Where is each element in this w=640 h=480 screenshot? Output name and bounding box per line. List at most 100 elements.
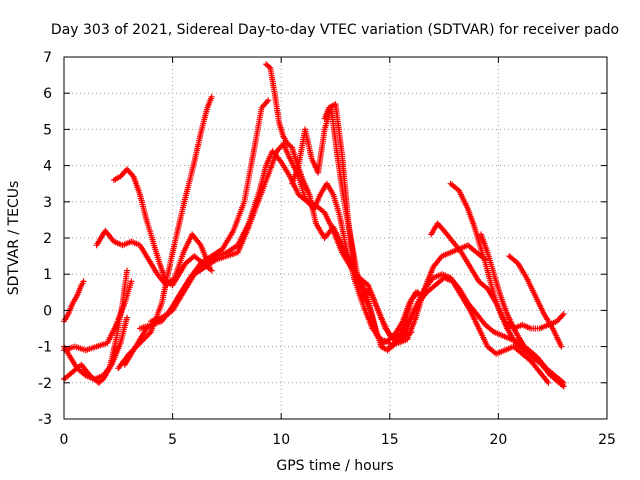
data-point <box>362 305 365 308</box>
data-point <box>380 316 382 319</box>
data-point <box>260 106 263 109</box>
data-point <box>478 280 480 283</box>
y-axis-ticks: -3 -2 -1 0 1 2 3 4 5 6 7 <box>38 50 607 428</box>
data-point <box>182 204 185 207</box>
data-point <box>323 211 326 214</box>
data-point <box>562 385 565 388</box>
data-point <box>328 106 330 109</box>
data-point <box>521 353 524 355</box>
x-tick-label: 20 <box>489 432 507 448</box>
data-point <box>336 157 339 160</box>
data-point <box>69 356 72 359</box>
data-point <box>486 345 489 348</box>
data-point <box>315 222 317 225</box>
data-point <box>460 251 463 254</box>
data-point <box>95 345 98 348</box>
data-point <box>443 277 445 279</box>
data-point <box>347 222 350 225</box>
data-point <box>71 302 74 304</box>
data-point <box>171 284 174 286</box>
data-point <box>460 295 463 297</box>
data-point <box>441 273 443 276</box>
data-point <box>506 327 508 330</box>
data-point <box>436 222 439 225</box>
data-point <box>84 374 87 377</box>
data-point <box>121 244 124 247</box>
data-point <box>315 204 317 207</box>
data-point <box>430 233 432 236</box>
y-tick-label: 1 <box>43 267 52 283</box>
data-point <box>258 190 261 192</box>
data-point <box>469 309 471 312</box>
data-point <box>480 248 482 250</box>
data-point <box>389 345 391 348</box>
data-point <box>399 331 402 333</box>
data-point <box>339 215 341 218</box>
data-point <box>280 161 283 163</box>
y-tick-label: 2 <box>43 231 52 247</box>
data-point <box>499 295 502 297</box>
data-point <box>341 244 343 247</box>
data-point <box>514 331 517 333</box>
data-point <box>282 135 285 138</box>
data-point <box>302 179 304 181</box>
data-point <box>273 92 276 94</box>
series-arc-15 <box>397 274 552 386</box>
data-point <box>432 277 435 279</box>
data-point <box>397 338 400 341</box>
data-point <box>432 266 435 268</box>
data-point <box>441 255 443 257</box>
data-point <box>193 273 196 276</box>
data-point <box>538 327 541 330</box>
data-point <box>265 164 267 167</box>
data-point <box>541 363 543 366</box>
data-point <box>415 316 417 319</box>
data-point <box>297 164 300 167</box>
data-point <box>291 146 293 149</box>
data-point <box>291 182 293 185</box>
x-axis-ticks: 0 5 10 15 20 25 <box>60 57 616 448</box>
data-point <box>493 273 495 276</box>
data-point <box>184 262 187 265</box>
data-point <box>362 295 365 297</box>
data-point <box>134 345 137 348</box>
data-point <box>139 244 141 247</box>
data-point <box>282 143 285 145</box>
data-point <box>475 251 478 254</box>
data-point <box>334 103 337 105</box>
data-point <box>113 240 115 243</box>
data-point <box>543 313 545 315</box>
data-point <box>547 382 550 384</box>
data-point <box>204 262 206 265</box>
data-point <box>254 143 256 145</box>
data-point <box>341 153 343 156</box>
data-point <box>317 172 319 174</box>
y-tick-label: -2 <box>38 376 52 392</box>
data-point <box>375 334 378 337</box>
data-point <box>145 219 148 221</box>
data-point <box>193 255 196 257</box>
data-point <box>354 280 356 283</box>
x-tick-label: 5 <box>168 432 177 448</box>
data-point <box>130 240 133 243</box>
data-point <box>215 258 217 261</box>
data-point <box>449 251 452 254</box>
x-tick-label: 0 <box>60 432 69 448</box>
data-point <box>160 320 163 323</box>
data-point <box>415 291 417 294</box>
data-point <box>523 349 526 352</box>
data-point <box>113 179 115 181</box>
data-point <box>408 320 411 323</box>
data-point <box>150 331 152 333</box>
data-point <box>150 320 152 323</box>
data-point <box>182 251 185 254</box>
data-point <box>210 269 213 272</box>
data-point <box>480 233 482 236</box>
data-point <box>80 363 83 366</box>
data-point <box>126 269 128 272</box>
data-point <box>193 161 196 163</box>
data-point <box>243 201 246 203</box>
y-tick-label: 3 <box>43 195 52 211</box>
data-point <box>119 342 122 344</box>
